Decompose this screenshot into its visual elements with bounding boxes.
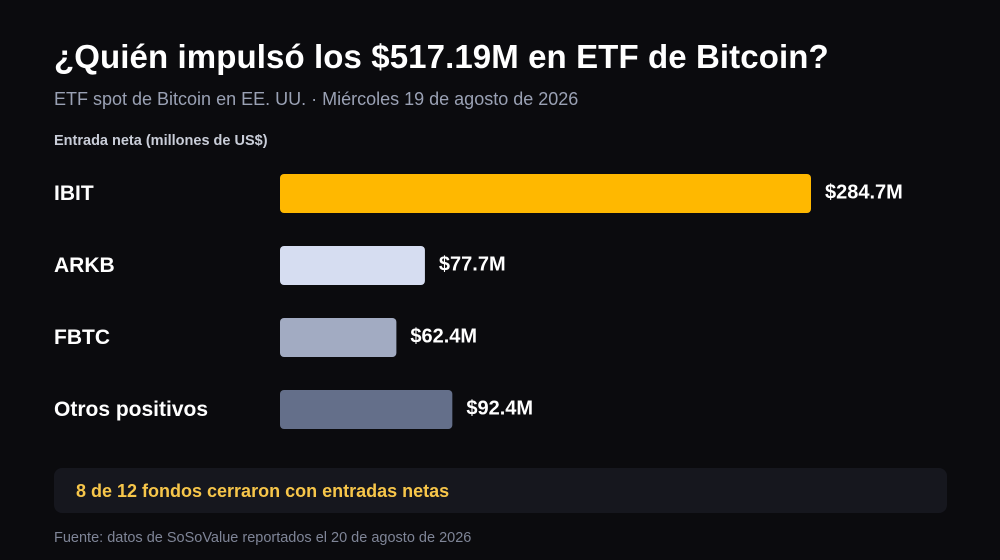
bar-arkb (280, 246, 425, 285)
bar-ibit (280, 174, 811, 213)
callout-text: 8 de 12 fondos cerraron con entradas net… (76, 481, 450, 501)
x-axis-label: Entrada neta (millones de US$) (54, 133, 268, 149)
value-label-ibit: $284.7M (825, 182, 903, 204)
value-label-otros-positivos: $92.4M (466, 398, 533, 420)
category-label-arkb: ARKB (54, 254, 115, 277)
category-label-otros-positivos: Otros positivos (54, 398, 208, 421)
source-note: Fuente: datos de SoSoValue reportados el… (54, 530, 472, 546)
value-label-fbtc: $62.4M (410, 326, 477, 348)
category-label-fbtc: FBTC (54, 326, 110, 349)
chart-title: ¿Quién impulsó los $517.19M en ETF de Bi… (54, 38, 829, 75)
bar-chart: IBIT $284.7M ARKB $77.7M FBTC $62.4M Otros pos… (54, 174, 903, 429)
bar-otros-positivos (280, 390, 453, 429)
category-label-ibit: IBIT (54, 182, 94, 205)
summary-callout: 8 de 12 fondos cerraron con entradas net… (54, 468, 947, 513)
value-label-arkb: $77.7M (439, 254, 506, 276)
chart-subtitle: ETF spot de Bitcoin en EE. UU. · Miércol… (54, 89, 579, 109)
bar-fbtc (280, 318, 397, 357)
